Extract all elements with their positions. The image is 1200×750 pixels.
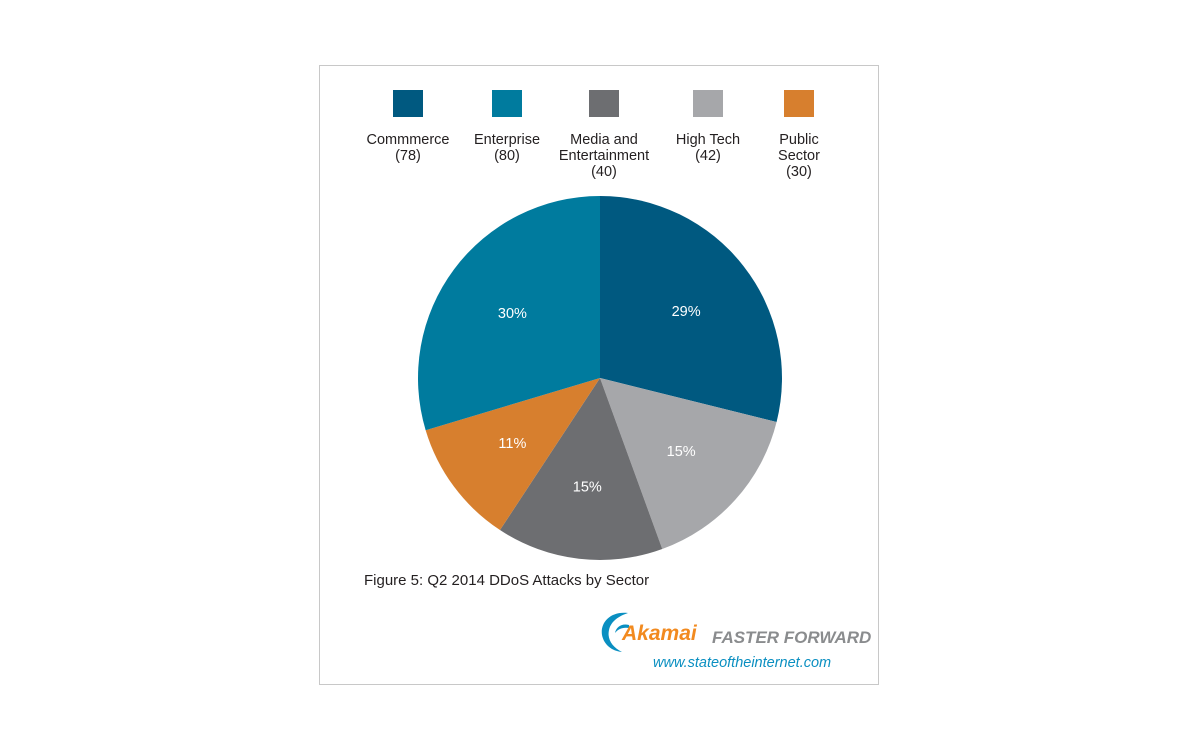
brand-tagline: FASTER FORWARD (712, 628, 872, 647)
legend-item-hightech: High Tech (42) (648, 90, 768, 164)
legend-swatch-hightech (693, 90, 723, 117)
legend-label-public-line2: Sector (778, 148, 820, 164)
website-url[interactable]: www.stateoftheinternet.com (653, 655, 832, 671)
legend-swatch-commerce (393, 90, 423, 117)
chart-frame: Commmerce (78) Enterprise (80) Media and… (319, 65, 879, 685)
legend-item-commerce: Commmerce (78) (348, 90, 468, 164)
legend-count-commerce: (78) (395, 148, 421, 164)
pie-label-high-tech: 15% (667, 444, 696, 460)
legend-label-commerce: Commmerce (366, 132, 450, 148)
legend-item-enterprise: Enterprise (80) (447, 90, 567, 164)
legend-swatch-public-sector (784, 90, 814, 117)
brand-name: Akamai (622, 622, 697, 645)
pie-slice-high-tech (600, 378, 777, 550)
legend-label-media-line1: Media and (570, 132, 638, 148)
pie-label-enterprise: 30% (498, 306, 527, 322)
legend-swatch-media (589, 90, 619, 117)
legend-count-hightech: (42) (695, 148, 721, 164)
legend-label-public-line1: Public (779, 132, 819, 148)
pie-label-media-and-entertainment: 15% (573, 480, 602, 496)
legend-count-enterprise: (80) (494, 148, 520, 164)
figure-caption: Figure 5: Q2 2014 DDoS Attacks by Sector (364, 572, 650, 589)
pie-slice-public-sector (425, 378, 600, 531)
akamai-wave-icon (601, 612, 629, 652)
pie-slice-commmerce (600, 196, 782, 423)
legend-item-public-sector: Public Sector (30) (739, 90, 859, 180)
legend-label-enterprise: Enterprise (473, 132, 541, 148)
pie-label-commmerce: 29% (672, 304, 701, 320)
legend-label-hightech: High Tech (675, 132, 741, 148)
legend-item-media: Media and Entertainment (40) (544, 90, 664, 180)
pie-chart: 29% 15% 15% 11% 30% (418, 196, 782, 560)
pie-slice-enterprise (418, 196, 600, 431)
pie-label-public-sector: 11% (498, 436, 526, 452)
legend-label-media-line2: Entertainment (558, 148, 650, 164)
legend-swatch-enterprise (492, 90, 522, 117)
legend-count-media: (40) (591, 164, 617, 180)
pie-slice-media-and-entertainment (499, 378, 663, 560)
legend-count-public-sector: (30) (786, 164, 812, 180)
